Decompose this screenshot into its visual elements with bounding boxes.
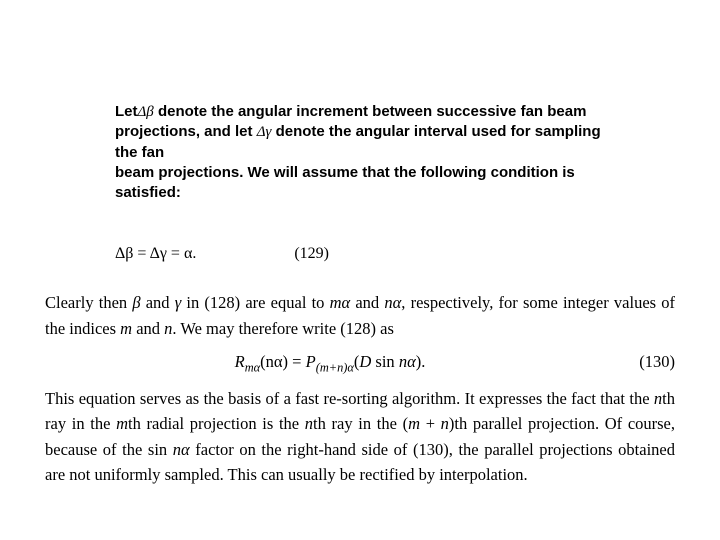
- p1-f: and: [132, 319, 164, 338]
- p2-a: This equation serves as the basis of a f…: [45, 389, 654, 408]
- equation-130: Rmα(nα) = P(m+n)α(D sin nα).: [45, 349, 615, 377]
- intro-text-1a: Let: [115, 103, 138, 120]
- eq130-lhs-arg: (nα): [260, 352, 288, 371]
- equation-129-row: Δβ = Δγ = α. (129): [115, 245, 329, 263]
- eq130-close: ).: [416, 352, 426, 371]
- equation-130-row: Rmα(nα) = P(m+n)α(D sin nα). (130): [45, 349, 675, 377]
- m2-symbol: m: [408, 414, 420, 433]
- p2-c: th radial projection is the: [128, 414, 305, 433]
- nth-symbol: n: [654, 389, 662, 408]
- intro-paragraph: LetΔβ denote the angular increment betwe…: [115, 102, 605, 203]
- intro-text-2a: projections, and let: [115, 123, 257, 140]
- m-alpha-symbol: mα: [330, 293, 351, 312]
- eq130-sin: sin: [375, 352, 398, 371]
- delta-beta-symbol: Δβ: [138, 104, 154, 120]
- nth2-symbol: n: [305, 414, 313, 433]
- eq130-P: P: [306, 352, 316, 371]
- eq130-eq: =: [288, 352, 306, 371]
- page-container: LetΔβ denote the angular increment betwe…: [0, 0, 720, 540]
- equation-130-number: (130): [615, 349, 675, 375]
- equation-129: Δβ = Δγ = α.: [115, 245, 196, 262]
- p1-d: and: [350, 293, 384, 312]
- equation-129-number: (129): [294, 245, 329, 262]
- plus-symbol: +: [420, 414, 441, 433]
- p2-d: th ray in the (: [313, 414, 408, 433]
- eq130-lhs-sub: mα: [245, 360, 260, 374]
- na2-symbol: nα: [173, 440, 190, 459]
- intro-text-1b: denote the angular increment between suc…: [154, 103, 587, 120]
- mth-symbol: m: [116, 414, 128, 433]
- intro-text-3: beam projections. We will assume that th…: [115, 164, 575, 201]
- eq130-D: D: [359, 352, 375, 371]
- paragraph-1: Clearly then β and γ in (128) are equal …: [45, 290, 675, 341]
- p1-a: Clearly then: [45, 293, 132, 312]
- body-text: Clearly then β and γ in (128) are equal …: [45, 290, 675, 488]
- p1-b: and: [141, 293, 175, 312]
- paragraph-2: This equation serves as the basis of a f…: [45, 386, 675, 488]
- eq130-R: R: [235, 352, 245, 371]
- p1-c: in (128) are equal to: [181, 293, 329, 312]
- n-alpha-symbol: nα: [384, 293, 401, 312]
- eq130-rhs-sub: (m+n)α: [316, 360, 354, 374]
- p1-g: . We may therefore write (128) as: [172, 319, 394, 338]
- m-symbol: m: [120, 319, 132, 338]
- beta-symbol: β: [132, 293, 140, 312]
- eq130-na: nα: [399, 352, 416, 371]
- delta-gamma-symbol: Δγ: [257, 124, 272, 140]
- n2-symbol: n: [441, 414, 449, 433]
